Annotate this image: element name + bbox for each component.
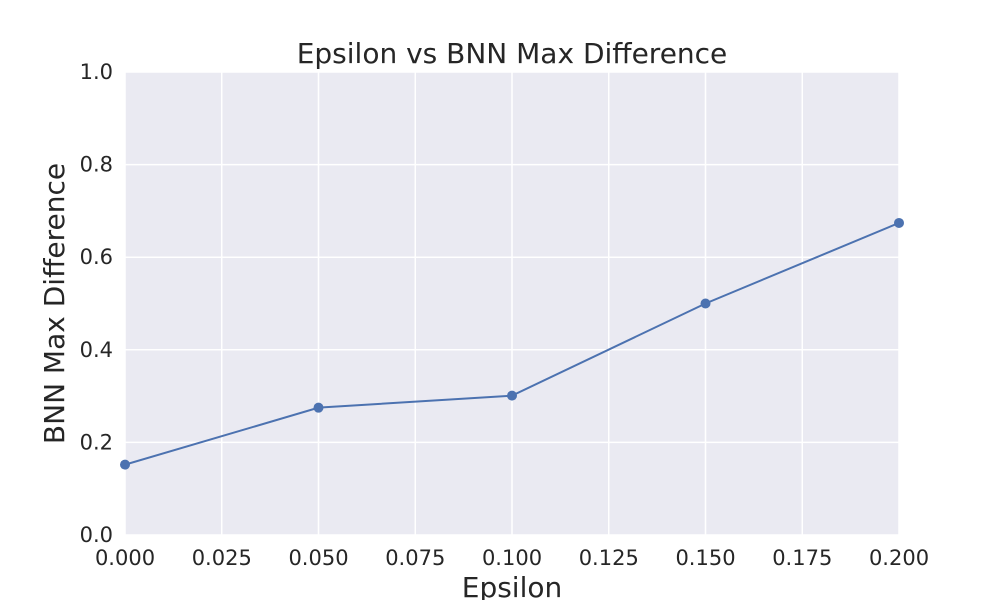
y-tick-label: 0.0 (80, 523, 113, 547)
data-point (894, 217, 904, 228)
chart-title: Epsilon vs BNN Max Difference (297, 37, 728, 70)
x-tick-labels: 0.000 0.025 0.050 0.075 0.100 0.125 0.150 0.175… (95, 546, 929, 570)
x-tick-label: 0.200 (869, 546, 929, 570)
x-tick-label: 0.175 (772, 546, 832, 570)
y-tick-label: 0.2 (80, 430, 113, 454)
y-tick-label: 1.0 (80, 60, 113, 84)
data-point (700, 298, 711, 309)
grid-lines (124, 71, 900, 536)
x-tick-label: 0.050 (288, 546, 348, 570)
data-point (120, 459, 130, 470)
y-tick-label: 0.4 (80, 338, 113, 362)
data-point (313, 402, 324, 413)
series-layer (120, 217, 904, 470)
x-tick-label: 0.150 (675, 546, 735, 570)
y-tick-label: 0.8 (80, 153, 113, 177)
y-tick-label: 0.6 (80, 245, 113, 269)
x-tick-label: 0.125 (579, 546, 639, 570)
x-tick-label: 0.025 (192, 546, 252, 570)
x-tick-label: 0.000 (95, 546, 155, 570)
y-tick-labels: 0.0 0.2 0.4 0.6 0.8 1.0 (80, 60, 113, 547)
data-point (507, 390, 517, 401)
x-tick-label: 0.075 (385, 546, 445, 570)
y-axis-label: BNN Max Difference (38, 163, 71, 444)
x-tick-label: 0.100 (482, 546, 542, 570)
x-axis-label: Epsilon (462, 571, 563, 600)
